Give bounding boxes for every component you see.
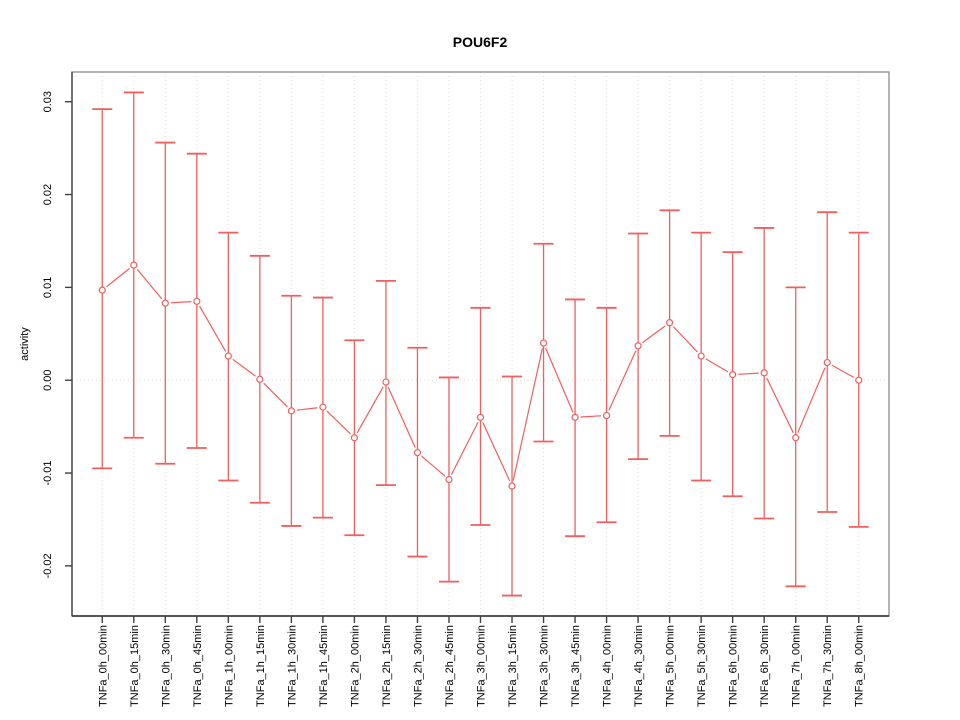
x-axis-tick-label: TNFa_2h_15min xyxy=(381,625,393,707)
series-line-segment xyxy=(580,415,602,418)
data-point-marker xyxy=(476,413,485,421)
x-axis-tick-label: TNFa_4h_30min xyxy=(633,625,645,707)
data-point-marker xyxy=(382,378,390,386)
chart-title: POU6F2 xyxy=(453,34,508,50)
x-axis-tick-label: TNFa_0h_45min xyxy=(192,625,204,707)
series-line-segment xyxy=(766,377,794,434)
series-line-segment xyxy=(831,364,855,379)
x-axis-tick-label: TNFa_5h_30min xyxy=(696,625,708,707)
data-point-marker xyxy=(350,434,359,442)
y-axis-tick-label: 0.01 xyxy=(42,277,54,298)
series-line-segment xyxy=(450,421,479,475)
series-line-segment xyxy=(545,347,574,413)
axis-tick-labels-layer: -0.02 -0.01 0.00 0.01 0.02 0.03 TNFa_0h_00min T… xyxy=(42,91,866,707)
x-axis-tick-label: TNFa_3h_00min xyxy=(476,625,488,707)
series-line-segment xyxy=(263,382,288,408)
data-point-marker xyxy=(98,286,106,294)
x-axis-tick-label: TNFa_1h_15min xyxy=(255,625,267,707)
x-axis-tick-label: TNFa_0h_30min xyxy=(160,625,172,707)
series-line-segment xyxy=(296,407,318,411)
axis-ticks-layer xyxy=(65,101,860,623)
x-axis-tick-label: TNFa_2h_00min xyxy=(349,625,361,707)
x-axis-tick-label: TNFa_1h_45min xyxy=(318,625,330,707)
data-point-marker xyxy=(697,352,705,360)
x-axis-tick-label: TNFa_4h_00min xyxy=(602,625,614,707)
data-point-marker xyxy=(760,369,768,377)
data-point-marker xyxy=(130,261,138,269)
x-axis-tick-label: TNFa_3h_30min xyxy=(539,625,551,707)
x-axis-tick-label: TNFa_7h_30min xyxy=(822,625,834,707)
series-line-segment xyxy=(421,455,446,477)
y-axis-tick-label: -0.01 xyxy=(42,460,54,485)
y-axis-label: activity xyxy=(19,327,31,361)
series-line-segment xyxy=(705,358,729,373)
series-line-segment xyxy=(672,326,698,353)
y-axis-tick-label: 0.03 xyxy=(42,91,54,112)
data-point-marker xyxy=(224,352,232,360)
series-line-segment xyxy=(199,305,227,352)
series-line-segment xyxy=(482,422,511,482)
x-axis-tick-label: TNFa_6h_00min xyxy=(728,625,740,707)
x-axis-tick-label: TNFa_0h_15min xyxy=(129,625,141,707)
data-point-marker xyxy=(855,376,863,384)
data-point-marker xyxy=(634,342,642,350)
y-axis-tick-label: 0.02 xyxy=(42,184,54,205)
series-line-segment xyxy=(356,386,384,434)
y-axis-tick-label: -0.02 xyxy=(42,553,54,578)
x-axis-tick-label: TNFa_6h_30min xyxy=(759,625,771,707)
series-line-segment xyxy=(106,268,130,288)
series-line-segment xyxy=(326,410,351,435)
x-axis-tick-label: TNFa_5h_00min xyxy=(665,625,677,707)
x-axis-tick-label: TNFa_3h_15min xyxy=(507,625,519,707)
data-point-marker xyxy=(193,297,201,305)
x-axis-tick-label: TNFa_7h_00min xyxy=(791,625,803,707)
data-point-marker xyxy=(287,407,295,415)
y-axis-tick-label: 0.00 xyxy=(42,369,54,390)
data-point-marker xyxy=(666,319,674,327)
series-line-segment xyxy=(512,348,543,481)
series-line-segment xyxy=(642,325,666,344)
errorbars-layer xyxy=(92,91,869,597)
x-axis-tick-label: TNFa_2h_30min xyxy=(412,625,424,707)
series-line-segment xyxy=(797,367,826,433)
data-point-marker xyxy=(445,475,453,484)
x-axis-tick-label: TNFa_8h_00min xyxy=(854,625,866,707)
data-point-marker xyxy=(571,413,579,421)
data-point-marker xyxy=(319,403,327,411)
data-point-marker xyxy=(161,299,169,307)
connector-lines-layer xyxy=(106,268,855,482)
series-line-segment xyxy=(387,386,416,448)
data-point-marker xyxy=(508,482,516,490)
data-point-marker xyxy=(729,371,737,379)
x-axis-tick-label: TNFa_1h_00min xyxy=(223,625,235,707)
series-line-segment xyxy=(232,358,256,377)
data-point-marker xyxy=(413,449,422,457)
x-axis-tick-label: TNFa_0h_00min xyxy=(97,625,109,707)
series-line-segment xyxy=(738,372,759,375)
x-axis-tick-label: TNFa_2h_45min xyxy=(444,625,456,707)
series-line-segment xyxy=(608,350,637,411)
data-point-marker xyxy=(602,411,611,420)
data-point-marker xyxy=(539,339,548,347)
data-markers-layer xyxy=(98,261,863,490)
x-axis-tick-label: TNFa_1h_30min xyxy=(286,625,298,707)
data-point-marker xyxy=(256,375,264,383)
series-line-segment xyxy=(136,268,163,300)
data-point-marker xyxy=(792,434,800,442)
x-axis-tick-label: TNFa_3h_45min xyxy=(570,625,582,707)
series-line-segment xyxy=(170,301,192,304)
data-point-marker xyxy=(823,358,831,367)
